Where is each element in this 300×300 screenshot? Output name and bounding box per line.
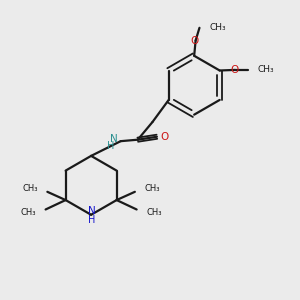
Text: O: O — [230, 65, 238, 75]
Text: CH₃: CH₃ — [258, 65, 274, 74]
Text: O: O — [190, 36, 199, 46]
Text: CH₃: CH₃ — [210, 23, 226, 32]
Text: N: N — [88, 206, 96, 216]
Text: N: N — [110, 134, 118, 144]
Text: O: O — [160, 132, 168, 142]
Text: CH₃: CH₃ — [22, 184, 38, 194]
Text: CH₃: CH₃ — [146, 208, 162, 217]
Text: CH₃: CH₃ — [21, 208, 36, 217]
Text: H: H — [107, 142, 114, 152]
Text: CH₃: CH₃ — [144, 184, 160, 194]
Text: H: H — [88, 215, 95, 225]
